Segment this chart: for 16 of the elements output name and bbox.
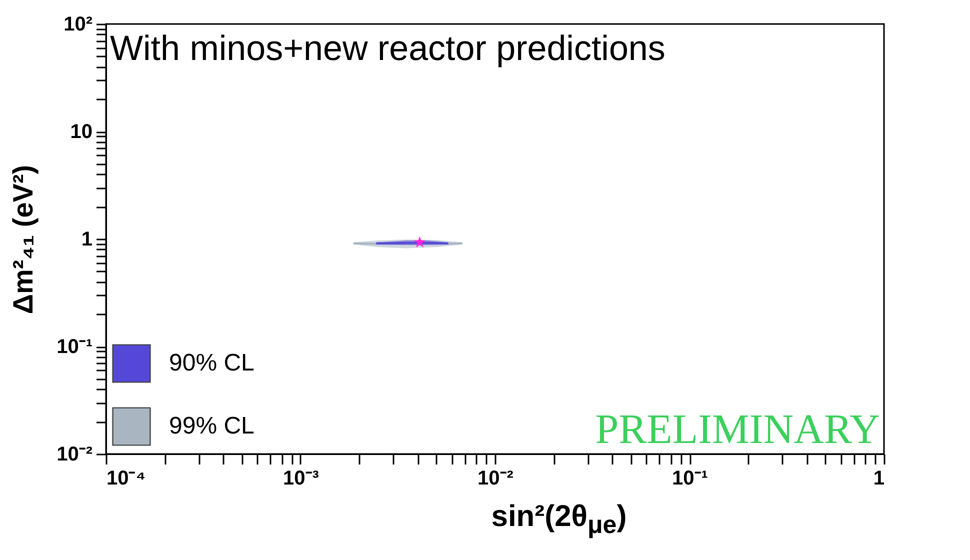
y-tick-label: 1 [81, 228, 92, 250]
x-tick-label: 1 [873, 468, 884, 490]
x-tick-label: 10⁻² [478, 468, 514, 490]
x-axis-title: sin²(2θ$_{μe}$) [490, 500, 628, 540]
x-tick-label: 10⁻¹ [672, 468, 708, 490]
annotation: With minos+new reactor predictions [110, 29, 666, 68]
legend-label: 90% CL [169, 350, 254, 376]
y-tick-label: 10⁻¹ [56, 336, 93, 358]
legend-label: 99% CL [169, 412, 254, 440]
y-tick-label: 10 [70, 121, 92, 143]
y-tick-label: 10⁻² [56, 444, 93, 466]
x-tick-label: 10⁻³ [283, 468, 320, 490]
y-axis-title: Δm²₄₁ (eV²) [8, 164, 39, 314]
x-tick-label: 10⁻⁴ [106, 468, 146, 490]
annotation: PRELIMINARY [595, 407, 880, 453]
y-tick-label: 10² [64, 14, 93, 36]
